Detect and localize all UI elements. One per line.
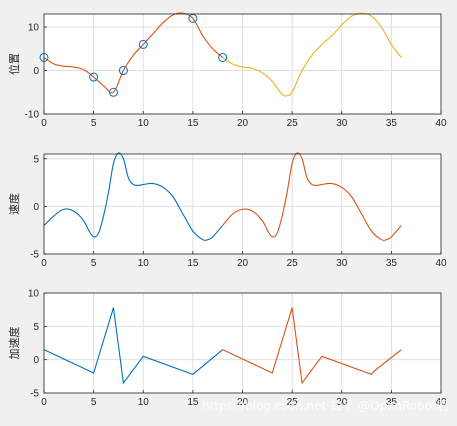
x-tick-label: 20 [237, 118, 249, 129]
x-tick-label: 20 [237, 258, 249, 269]
data-point-marker [118, 66, 128, 76]
series-line-2 [222, 152, 402, 242]
y-tick-label: -5 [30, 250, 39, 261]
y-tick-label: 5 [33, 154, 39, 165]
y-tick-label: -5 [30, 389, 39, 400]
x-tick-label: 35 [386, 397, 398, 408]
watermark: https://blog.csdn.net 知乎 @OpenRobot君 [202, 399, 449, 413]
series-line-2 [222, 12, 402, 97]
x-tick-label: 0 [41, 258, 47, 269]
x-tick-label: 15 [187, 258, 199, 269]
x-tick-label: 40 [435, 258, 447, 269]
y-tick-label: 0 [33, 355, 39, 366]
x-tick-label: 30 [336, 258, 348, 269]
x-tick-label: 5 [91, 397, 97, 408]
x-tick-label: 40 [435, 118, 447, 129]
series-line-1 [43, 307, 224, 385]
x-tick-label: 10 [138, 258, 150, 269]
x-tick-label: 25 [287, 258, 299, 269]
x-tick-label: 35 [386, 118, 398, 129]
series-line-1 [43, 152, 224, 242]
y-tick-label: -10 [25, 110, 40, 121]
x-tick-label: 5 [91, 118, 97, 129]
x-tick-label: 0 [41, 397, 47, 408]
x-tick-label: 0 [41, 118, 47, 129]
y-axis-label: 速度 [7, 193, 21, 215]
x-tick-label: 30 [336, 118, 348, 129]
x-tick-label: 15 [187, 118, 199, 129]
data-point-marker [89, 72, 99, 82]
x-tick-label: 25 [287, 397, 299, 408]
y-axis-label: 位置 [7, 53, 21, 75]
y-tick-label: 0 [33, 202, 39, 213]
y-tick-label: 10 [28, 289, 40, 300]
x-tick-label: 30 [336, 397, 348, 408]
y-axis-label: 加速度 [7, 327, 21, 360]
data-point-marker [218, 52, 228, 62]
y-tick-label: 10 [28, 23, 40, 34]
data-point-marker [108, 87, 118, 97]
x-tick-label: 25 [287, 118, 299, 129]
x-tick-label: 5 [91, 258, 97, 269]
y-tick-label: 5 [33, 322, 39, 333]
x-tick-label: 15 [187, 397, 199, 408]
x-tick-label: 40 [435, 397, 447, 408]
x-tick-label: 10 [138, 397, 150, 408]
series-line-1 [43, 12, 224, 94]
data-point-marker [138, 39, 148, 49]
series-line-2 [222, 307, 402, 385]
x-tick-label: 35 [386, 258, 398, 269]
x-tick-label: 20 [237, 397, 249, 408]
y-tick-label: 0 [33, 66, 39, 77]
x-tick-label: 10 [138, 118, 150, 129]
